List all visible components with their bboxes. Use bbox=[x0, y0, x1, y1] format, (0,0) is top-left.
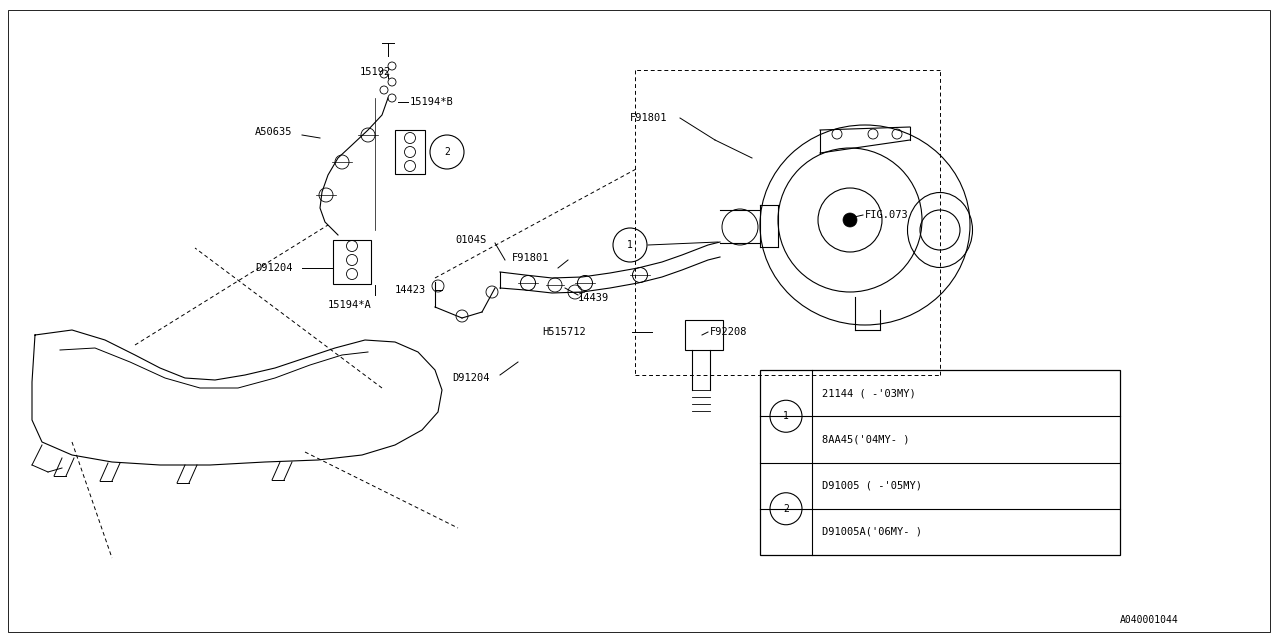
Text: 1: 1 bbox=[783, 412, 788, 421]
Text: 15194*A: 15194*A bbox=[328, 300, 371, 310]
Text: 15192: 15192 bbox=[360, 67, 392, 77]
Text: 21144 ( -'03MY): 21144 ( -'03MY) bbox=[822, 388, 915, 398]
Text: 8AA45('04MY- ): 8AA45('04MY- ) bbox=[822, 435, 910, 444]
Circle shape bbox=[319, 188, 333, 202]
Bar bbox=[396, 130, 425, 174]
Text: 1: 1 bbox=[627, 240, 632, 250]
Bar bbox=[760, 370, 1120, 555]
Text: FIG.073: FIG.073 bbox=[865, 210, 909, 220]
Text: D91204: D91204 bbox=[255, 263, 293, 273]
Text: D91005 ( -'05MY): D91005 ( -'05MY) bbox=[822, 481, 922, 491]
Text: 14439: 14439 bbox=[579, 293, 609, 303]
Bar bbox=[685, 320, 723, 350]
Text: 15194*B: 15194*B bbox=[410, 97, 453, 107]
Text: F91801: F91801 bbox=[630, 113, 667, 123]
Text: D91204: D91204 bbox=[452, 373, 489, 383]
Text: 2: 2 bbox=[444, 147, 451, 157]
Text: 2: 2 bbox=[783, 504, 788, 514]
Circle shape bbox=[335, 155, 349, 169]
Text: 0104S: 0104S bbox=[454, 235, 486, 245]
Text: F91801: F91801 bbox=[512, 253, 549, 263]
Text: H515712: H515712 bbox=[541, 327, 586, 337]
Text: F92208: F92208 bbox=[710, 327, 748, 337]
Circle shape bbox=[844, 213, 858, 227]
Text: A50635: A50635 bbox=[255, 127, 293, 137]
Circle shape bbox=[361, 128, 375, 142]
Text: D91005A('06MY- ): D91005A('06MY- ) bbox=[822, 527, 922, 537]
Bar bbox=[333, 240, 371, 284]
Text: 14423: 14423 bbox=[396, 285, 426, 295]
Text: A040001044: A040001044 bbox=[1120, 615, 1179, 625]
